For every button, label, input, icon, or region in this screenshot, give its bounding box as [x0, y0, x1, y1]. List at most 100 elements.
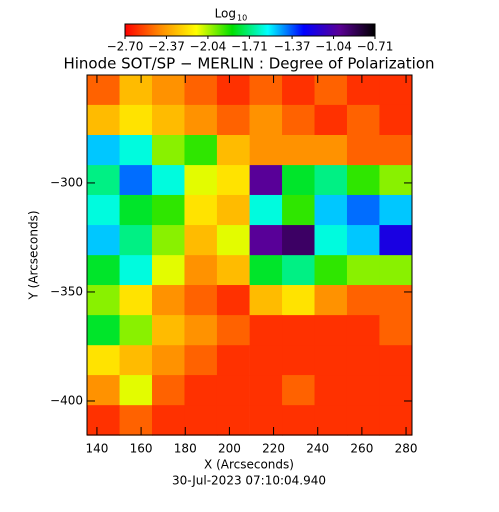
heatmap-cell — [249, 194, 283, 226]
heatmap-cell — [282, 345, 316, 376]
heatmap-cell — [249, 315, 283, 346]
heatmap-cell — [282, 225, 316, 256]
heatmap-cell — [282, 135, 316, 166]
heatmap-cell — [184, 75, 218, 106]
heatmap-cell — [87, 405, 121, 436]
heatmap-cell — [119, 255, 153, 286]
footer: 30-Jul-2023 07:10:04.940 — [172, 474, 326, 488]
heatmap-cell — [216, 75, 250, 106]
x-tick-label: 280 — [395, 442, 418, 456]
heatmap-cell — [314, 405, 348, 436]
heatmap-cell — [87, 135, 121, 166]
heatmap-cell — [314, 345, 348, 376]
heatmap-cell — [249, 285, 283, 316]
heatmap-cell — [87, 104, 121, 136]
y-axis-label: Y (Arcseconds) — [27, 210, 41, 300]
chart-title: Hinode SOT/SP − MERLIN : Degree of Polar… — [63, 55, 434, 73]
heatmap-cell — [119, 135, 153, 166]
heatmap-cell — [184, 405, 218, 436]
heatmap-cell — [379, 104, 413, 136]
heatmap-cell — [346, 285, 380, 316]
heatmap-cell — [152, 375, 185, 406]
colorbar-tick-label: −2.37 — [148, 40, 185, 54]
heatmap-cell — [379, 75, 413, 106]
colorbar-tick-label: −1.37 — [274, 40, 311, 54]
heatmap-cell — [87, 75, 121, 106]
heatmap-cell — [87, 165, 121, 196]
heatmap-cell — [314, 75, 348, 106]
heatmap-cell — [184, 255, 218, 286]
heatmap-cell — [184, 285, 218, 316]
heatmap-cell — [282, 194, 316, 226]
heatmap-cell — [379, 225, 413, 256]
heatmap-cell — [346, 345, 380, 376]
heatmap-cell — [216, 405, 250, 436]
heatmap-cell — [314, 255, 348, 286]
heatmap-cell — [119, 165, 153, 196]
heatmap-cell — [249, 75, 283, 106]
heatmap-cell — [314, 194, 348, 226]
heatmap-cell — [87, 315, 121, 346]
heatmap-cell — [314, 135, 348, 166]
heatmap — [87, 75, 413, 436]
heatmap-cell — [152, 104, 185, 136]
heatmap-cell — [152, 194, 185, 226]
heatmap-cell — [346, 405, 380, 436]
heatmap-cell — [249, 405, 283, 436]
heatmap-cell — [346, 165, 380, 196]
heatmap-cell — [119, 285, 153, 316]
heatmap-cell — [249, 225, 283, 256]
heatmap-cell — [152, 255, 185, 286]
heatmap-cell — [282, 375, 316, 406]
heatmap-cell — [346, 104, 380, 136]
heatmap-cell — [152, 315, 185, 346]
plot-frame — [86, 74, 413, 436]
heatmap-cell — [216, 225, 250, 256]
heatmap-cell — [346, 194, 380, 226]
heatmap-cell — [87, 345, 121, 376]
heatmap-cell — [346, 255, 380, 286]
heatmap-cell — [216, 375, 250, 406]
heatmap-cell — [379, 165, 413, 196]
heatmap-cell — [119, 75, 153, 106]
heatmap-cell — [87, 255, 121, 286]
heatmap-cell — [119, 194, 153, 226]
heatmap-cell — [184, 375, 218, 406]
colorbar-tick-label: −2.70 — [107, 40, 144, 54]
colorbar-tick-label: −2.04 — [190, 40, 227, 54]
heatmap-cell — [346, 375, 380, 406]
x-tick-label: 220 — [262, 442, 285, 456]
x-tick-label: 140 — [85, 442, 108, 456]
heatmap-cell — [119, 315, 153, 346]
heatmap-cell — [119, 225, 153, 256]
y-tick-label: −350 — [50, 284, 83, 298]
heatmap-cell — [314, 165, 348, 196]
heatmap-cell — [184, 104, 218, 136]
heatmap-cell — [216, 345, 250, 376]
heatmap-cell — [119, 345, 153, 376]
colorbar-tick-label: −1.71 — [231, 40, 268, 54]
x-tick-label: 240 — [306, 442, 329, 456]
heatmap-cell — [152, 405, 185, 436]
colorbar-title: Log — [215, 7, 236, 21]
x-tick-label: 260 — [350, 442, 373, 456]
heatmap-cell — [119, 405, 153, 436]
heatmap-cell — [216, 315, 250, 346]
heatmap-cell — [152, 135, 185, 166]
heatmap-cell — [184, 345, 218, 376]
y-tick-label: −400 — [50, 393, 83, 407]
heatmap-cell — [216, 135, 250, 166]
heatmap-cell — [184, 225, 218, 256]
heatmap-cell — [184, 315, 218, 346]
heatmap-cell — [152, 285, 185, 316]
x-tick-label: 160 — [130, 442, 153, 456]
heatmap-cell — [87, 285, 121, 316]
heatmap-cell — [216, 165, 250, 196]
heatmap-cell — [346, 135, 380, 166]
x-axis-label: X (Arcseconds) — [204, 458, 294, 472]
x-tick-label: 180 — [174, 442, 197, 456]
heatmap-cell — [87, 225, 121, 256]
heatmap-cell — [282, 104, 316, 136]
heatmap-cell — [249, 104, 283, 136]
